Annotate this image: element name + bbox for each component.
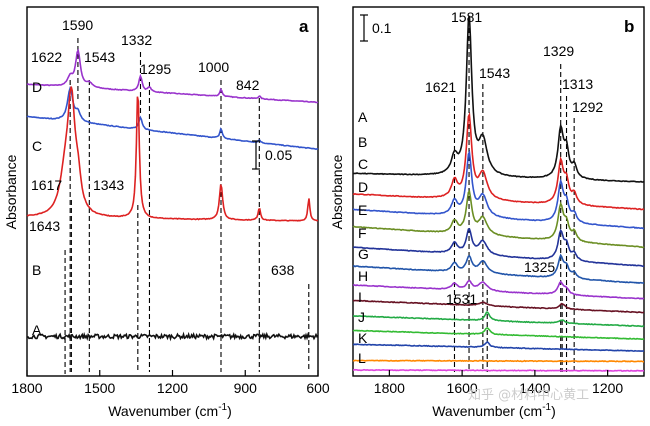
panel-b-x-ticks: 1800 1600 1400 1200 [374,370,623,396]
peak-label-1621: 1621 [425,79,456,95]
panel-a: 1800 1500 1200 900 600 D C B A 1643 1622 1617 1590… [3,6,330,419]
series-label-F: F [358,225,367,241]
series-label-C: C [32,138,42,154]
peak-label-1590: 1590 [62,17,93,33]
panel-b-peak-lines [453,28,575,372]
x-tick-label-1800: 1800 [11,380,42,396]
x-tick-label-1200: 1200 [592,380,623,396]
panel-b-letter: b [624,17,634,36]
panel-a-curves [26,48,319,342]
panel-a-series-labels: D C B A [32,79,42,338]
series-label-G: G [358,246,369,262]
series-line-C [353,149,645,230]
series-line-D [352,189,645,249]
panel-a-scale-bar: 0.05 [252,140,292,170]
peak-label-1000: 1000 [198,59,229,75]
series-label-B: B [358,134,367,150]
panel-b-scale-label: 0.1 [372,20,392,36]
series-line-F [352,253,644,284]
peak-label-1543: 1543 [84,49,115,65]
series-line-B [26,86,319,222]
panel-b-curves [352,15,645,372]
panel-a-ylabel: Absorbance [3,154,19,229]
panel-b-scale-bar: 0.1 [360,14,392,42]
series-line-K [352,341,645,353]
panel-a-x-ticks: 1800 1500 1200 900 600 [11,370,330,396]
series-label-A: A [358,109,368,125]
series-line-H [353,299,645,314]
peak-label-1643: 1643 [29,218,60,234]
panel-b-frame [352,6,645,377]
x-tick-label-1500: 1500 [84,380,115,396]
series-label-I: I [358,289,362,305]
x-tick-label-900: 900 [234,380,258,396]
peak-label-1343: 1343 [93,177,124,193]
series-line-A [27,331,319,342]
peak-label-1325: 1325 [524,259,555,275]
series-label-J: J [358,309,365,325]
panel-a-peak-labels: 1643 1622 1617 1590 1543 1343 1332 1295 1000 842 6… [29,17,295,278]
panel-b-peak-labels: 1621 1581 1543 1531 1329 1325 1313 1292 [425,9,603,307]
panel-a-scale-label: 0.05 [265,147,292,163]
x-tick-label-600: 600 [306,380,330,396]
series-line-I [353,311,645,328]
peak-label-842: 842 [236,77,260,93]
series-label-D: D [358,179,368,195]
peak-label-1329: 1329 [543,43,574,59]
series-line-E [352,227,645,268]
series-label-C: C [358,156,368,172]
panel-a-letter: a [299,17,309,36]
series-line-D [26,48,319,104]
series-line-extra-12 [352,368,645,372]
x-tick-label-1600: 1600 [447,380,478,396]
peak-label-1292: 1292 [572,99,603,115]
series-label-H: H [358,268,368,284]
series-line-L [352,359,644,363]
x-tick-label-1400: 1400 [519,380,550,396]
peak-label-1332: 1332 [121,32,152,48]
watermark-text: 知乎 @材料中心黄工 [468,387,589,403]
series-line-G [352,279,645,300]
peak-label-1581: 1581 [451,9,482,25]
series-label-B: B [32,262,41,278]
series-label-L: L [358,350,366,366]
panel-b-xlabel: Wavenumber (cm-1) [432,402,556,419]
peak-label-1543: 1543 [479,65,510,81]
series-label-E: E [358,202,367,218]
series-line-B [352,111,645,211]
series-line-C [26,85,319,151]
panel-a-xlabel: Wavenumber (cm-1) [108,402,232,419]
x-tick-label-1200: 1200 [157,380,188,396]
x-tick-label-1800: 1800 [374,380,405,396]
series-line-J [352,327,645,340]
peak-label-1313: 1313 [562,76,593,92]
peak-label-1622: 1622 [31,49,62,65]
series-label-D: D [32,79,42,95]
panel-b-ylabel: Absorbance [329,154,345,229]
series-label-A: A [32,322,42,338]
series-line-A [352,15,645,183]
series-label-K: K [358,330,368,346]
peak-label-1617: 1617 [31,177,62,193]
peak-label-1295: 1295 [140,61,171,77]
peak-label-1531: 1531 [446,291,477,307]
peak-label-638: 638 [271,262,295,278]
